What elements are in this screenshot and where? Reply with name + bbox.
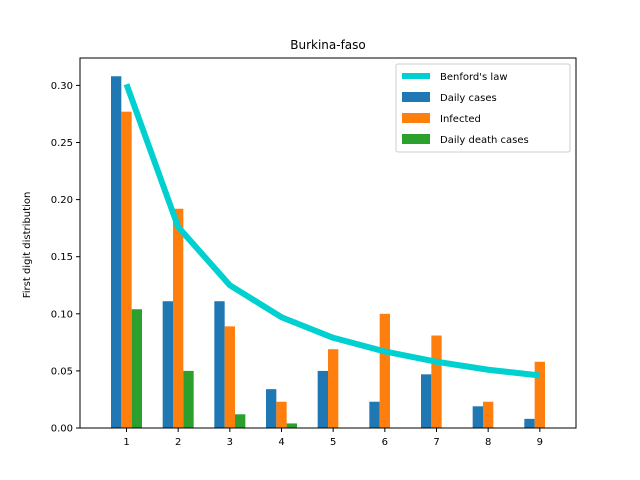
legend-swatch-daily-cases [402,92,430,102]
chart-title: Burkina-faso [290,38,366,52]
x-tick-label: 8 [485,437,491,448]
x-axis: 1 2 3 4 5 6 7 8 9 [123,428,543,448]
bar-infected-6 [379,313,390,428]
bar-daily-death-cases-3 [235,414,246,428]
bar-infected-8 [483,401,494,428]
y-axis: 0.00 0.05 0.10 0.15 0.20 0.25 0.30 [51,81,80,435]
y-tick-label: 0.10 [51,309,73,320]
y-tick-label: 0.30 [51,81,73,92]
bar-daily-cases-1 [111,76,122,428]
x-tick-label: 9 [537,437,543,448]
x-tick-label: 1 [123,437,129,448]
bar-daily-cases-8 [472,406,483,428]
y-tick-label: 0.20 [51,195,73,206]
bar-daily-cases-2 [162,301,173,428]
y-tick-label: 0.15 [51,252,73,263]
bar-infected-1 [121,111,132,428]
bar-infected-9 [534,361,545,428]
y-axis-label: First digit distribution [22,192,33,299]
bar-daily-death-cases-2 [183,370,194,428]
bars-layer [111,76,545,428]
legend: Benford's law Daily cases Infected Daily de… [395,63,571,153]
bar-daily-death-cases-1 [131,309,142,428]
axes-frame [79,57,577,429]
line-layer [123,83,541,379]
legend-swatch-infected [402,113,430,123]
bar-daily-cases-4 [266,389,277,428]
bar-daily-cases-5 [317,370,328,428]
bar-infected-3 [224,326,235,428]
legend-label-infected: Infected [440,114,481,125]
bar-daily-cases-7 [421,374,432,428]
bar-daily-cases-6 [369,401,380,428]
line-benfords-law [123,83,541,379]
bar-infected-7 [431,335,442,428]
bar-daily-death-cases-4 [286,423,297,428]
y-tick-label: 0.05 [51,366,73,377]
x-tick-label: 2 [175,437,181,448]
bar-infected-5 [328,349,339,428]
bar-daily-cases-9 [524,418,535,428]
y-tick-label: 0.25 [51,138,73,149]
bar-infected-2 [173,208,184,428]
legend-label-daily-cases: Daily cases [440,93,497,104]
x-tick-label: 3 [227,437,233,448]
legend-label-daily-death-cases: Daily death cases [440,135,529,146]
bar-daily-cases-3 [214,301,225,428]
x-tick-label: 7 [433,437,439,448]
legend-box [395,63,571,153]
bar-infected-4 [276,401,287,428]
x-tick-label: 5 [330,437,336,448]
legend-swatch-daily-death-cases [402,134,430,144]
y-tick-label: 0.00 [51,424,73,435]
x-tick-label: 6 [382,437,388,448]
x-tick-label: 4 [278,437,284,448]
legend-label-benford-s-law: Benford's law [440,72,508,83]
